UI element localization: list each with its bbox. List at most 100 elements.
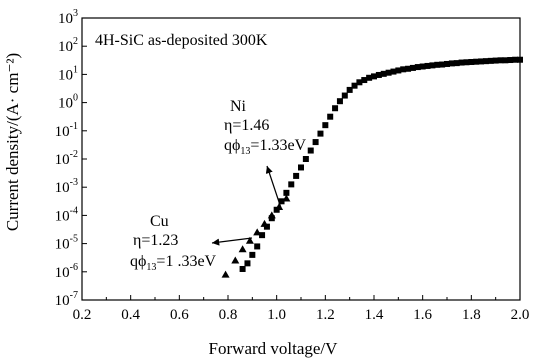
data-point <box>293 172 300 179</box>
data-point <box>497 57 504 64</box>
ni-label: Ni <box>230 98 247 115</box>
y-tick-exponent: -7 <box>70 290 78 301</box>
x-tick-label: 0.8 <box>219 307 238 323</box>
data-point <box>283 189 290 196</box>
data-point <box>259 232 266 239</box>
data-point <box>458 59 465 66</box>
y-tick-base: 10 <box>58 39 73 55</box>
data-point <box>275 202 284 210</box>
data-series <box>221 56 523 278</box>
y-tick-label: 10-3 <box>55 177 78 196</box>
y-tick-exponent: 2 <box>73 36 78 47</box>
data-point <box>332 105 339 112</box>
y-tick-label: 10-1 <box>55 121 78 140</box>
data-point <box>336 98 343 105</box>
data-point <box>502 57 509 64</box>
data-point <box>249 251 256 258</box>
data-point <box>507 57 514 64</box>
y-tick-exponent: 0 <box>73 93 78 104</box>
data-point <box>356 79 363 86</box>
data-point <box>453 60 460 67</box>
cu-barrier-text: qϕ13=1 .33eV <box>130 253 217 273</box>
x-tick-label: 2.0 <box>511 307 530 323</box>
data-point <box>385 69 392 76</box>
y-tick-label: 100 <box>58 93 78 112</box>
data-point <box>414 64 421 71</box>
data-point <box>239 265 246 272</box>
data-point <box>424 62 431 69</box>
cu-label: Cu <box>150 213 169 230</box>
data-point <box>231 256 240 264</box>
data-point <box>419 63 426 70</box>
data-point <box>288 181 295 188</box>
data-point <box>409 64 416 71</box>
inset-label: 4H-SiC as-deposited 300K <box>95 32 268 49</box>
data-point <box>482 58 489 65</box>
x-tick-label: 0.4 <box>121 307 140 323</box>
data-point <box>473 58 480 65</box>
data-point <box>400 66 407 73</box>
y-tick-label: 10-4 <box>55 205 78 224</box>
data-point <box>238 245 247 253</box>
y-tick-base: 10 <box>55 124 70 140</box>
cu-eta-text: η=1.23 <box>133 232 178 249</box>
y-tick-exponent: 3 <box>73 8 78 19</box>
data-point <box>380 70 387 77</box>
data-point <box>278 198 285 205</box>
data-point <box>282 194 291 202</box>
y-tick-base: 10 <box>55 180 70 196</box>
data-point <box>253 228 262 236</box>
x-tick-label: 1.2 <box>316 307 335 323</box>
y-tick-exponent: -2 <box>70 149 78 160</box>
y-tick-label: 10-6 <box>55 262 78 281</box>
y-tick-base: 10 <box>55 265 70 281</box>
data-point <box>346 86 353 93</box>
y-tick-label: 103 <box>58 8 78 27</box>
data-point <box>405 65 412 72</box>
data-point <box>375 71 382 78</box>
y-axis-label: Current density/(A· cm⁻²) <box>3 53 22 231</box>
y-tick-base: 10 <box>58 67 73 83</box>
cu-arrow <box>211 237 253 246</box>
data-point <box>221 270 230 278</box>
y-tick-base: 10 <box>58 96 73 112</box>
data-point <box>327 113 334 120</box>
data-point <box>317 130 324 137</box>
x-tick-label: 1.6 <box>413 307 432 323</box>
data-point <box>245 236 254 244</box>
data-point <box>487 57 494 64</box>
data-point <box>463 59 470 66</box>
y-tick-label: 10-5 <box>55 234 78 253</box>
data-point <box>448 60 455 67</box>
data-point <box>439 61 446 68</box>
data-point <box>366 74 373 81</box>
data-point <box>512 56 519 63</box>
data-point <box>478 58 485 65</box>
data-point <box>390 68 397 75</box>
y-tick-label: 101 <box>58 64 78 83</box>
y-tick-base: 10 <box>55 237 70 253</box>
x-tick-label: 0.2 <box>73 307 92 323</box>
data-point <box>341 92 348 99</box>
y-tick-label: 102 <box>58 36 78 55</box>
data-point <box>444 60 450 67</box>
x-axis: 0.2 0.4 0.6 0.8 1.0 1.2 1.4 1.6 1.8 2.0 <box>73 295 530 323</box>
data-point <box>371 73 377 80</box>
annotations: Ni η=1.46 qϕ13=1.33eV Cu η=1.23 qϕ13=1 .33eV <box>130 98 307 273</box>
data-point <box>312 139 319 146</box>
data-point <box>429 62 436 69</box>
x-tick-label: 1.0 <box>267 307 286 323</box>
data-point <box>307 147 314 154</box>
data-point <box>492 57 499 64</box>
y-tick-base: 10 <box>55 293 70 309</box>
y-tick-label: 10-2 <box>55 149 78 168</box>
y-tick-exponent: -1 <box>70 121 78 132</box>
data-point <box>302 156 309 162</box>
series-ni <box>239 56 523 272</box>
series-cu <box>221 194 291 278</box>
data-point <box>351 82 358 89</box>
data-point <box>298 164 304 171</box>
y-tick-exponent: -4 <box>70 205 78 216</box>
data-point <box>260 219 269 227</box>
